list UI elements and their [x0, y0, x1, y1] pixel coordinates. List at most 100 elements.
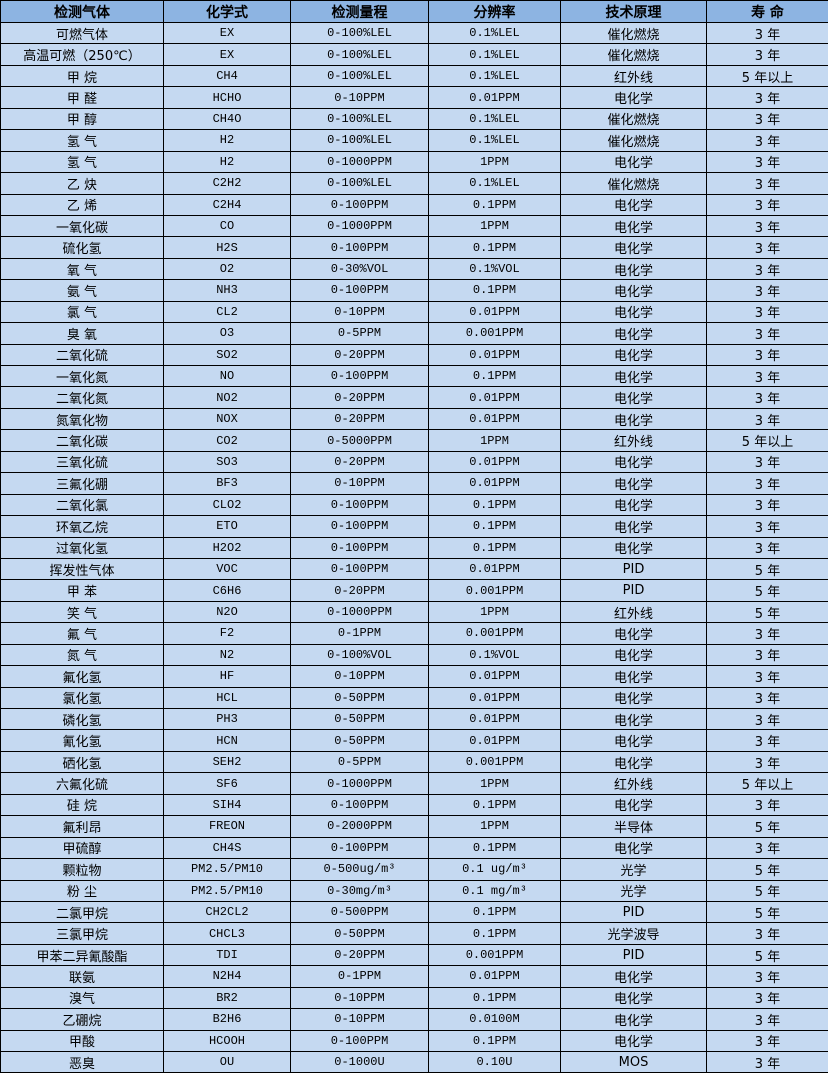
- cell-measuring-range: 0-100%LEL: [290, 43, 429, 66]
- cell-chemical-formula: NO2: [163, 386, 291, 409]
- cell-principle: 电化学: [560, 364, 707, 388]
- cell-measuring-range: 0-100%LEL: [290, 21, 429, 45]
- cell-gas-name: 过氧化氢: [0, 536, 164, 559]
- cell-gas-name: 甲硫醇: [0, 836, 164, 860]
- table-row: 氟 气 F2 0-1PPM 0.001PPM 电化学 3 年: [0, 622, 828, 645]
- cell-chemical-formula: N2H4: [163, 965, 291, 988]
- table-row: 氯 气 CL2 0-10PPM 0.01PPM 电化学 3 年: [0, 300, 828, 324]
- cell-measuring-range: 0-1000PPM: [290, 600, 429, 624]
- cell-lifespan: 3 年: [706, 1008, 828, 1031]
- cell-measuring-range: 0-100PPM: [290, 515, 429, 538]
- cell-measuring-range: 0-20PPM: [290, 343, 429, 367]
- cell-principle: 电化学: [560, 515, 707, 538]
- cell-measuring-range: 0-100PPM: [290, 1029, 429, 1053]
- cell-gas-name: 乙 烯: [0, 193, 164, 216]
- cell-principle: 光学波导: [560, 922, 707, 945]
- table-row: 联氨 N2H4 0-1PPM 0.01PPM 电化学 3 年: [0, 965, 828, 988]
- cell-resolution: 0.1%LEL: [428, 21, 561, 45]
- cell-resolution: 0.01PPM: [428, 343, 561, 367]
- cell-chemical-formula: CO: [163, 214, 291, 238]
- column-header-chemical-formula: 化学式: [163, 0, 291, 23]
- cell-gas-name: 氰化氢: [0, 729, 164, 752]
- table-row: 磷化氢 PH3 0-50PPM 0.01PPM 电化学 3 年: [0, 707, 828, 731]
- cell-measuring-range: 0-10PPM: [290, 986, 429, 1010]
- cell-chemical-formula: N2: [163, 643, 291, 667]
- cell-gas-name: 硅 烷: [0, 793, 164, 817]
- table-row: 甲 苯 C6H6 0-20PPM 0.001PPM PID 5 年: [0, 579, 828, 602]
- cell-measuring-range: 0-10PPM: [290, 665, 429, 688]
- cell-principle: 电化学: [560, 793, 707, 817]
- cell-measuring-range: 0-20PPM: [290, 407, 429, 431]
- cell-resolution: 0.1PPM: [428, 515, 561, 538]
- cell-measuring-range: 0-100PPM: [290, 793, 429, 817]
- cell-gas-name: 二氯甲烷: [0, 900, 164, 924]
- cell-measuring-range: 0-20PPM: [290, 386, 429, 409]
- table-row: 氮氧化物 NOX 0-20PPM 0.01PPM 电化学 3 年: [0, 407, 828, 431]
- cell-lifespan: 3 年: [706, 107, 828, 131]
- cell-chemical-formula: O3: [163, 322, 291, 345]
- cell-gas-name: 二氧化硫: [0, 343, 164, 367]
- cell-gas-name: 氧 气: [0, 257, 164, 281]
- cell-chemical-formula: B2H6: [163, 1008, 291, 1031]
- cell-lifespan: 3 年: [706, 43, 828, 66]
- cell-resolution: 1PPM: [428, 600, 561, 624]
- cell-lifespan: 3 年: [706, 515, 828, 538]
- cell-chemical-formula: O2: [163, 257, 291, 281]
- table-row: 二氧化硫 SO2 0-20PPM 0.01PPM 电化学 3 年: [0, 343, 828, 367]
- cell-measuring-range: 0-100PPM: [290, 193, 429, 216]
- cell-chemical-formula: CLO2: [163, 493, 291, 517]
- cell-lifespan: 5 年: [706, 879, 828, 902]
- table-row: 乙 炔 C2H2 0-100%LEL 0.1%LEL 催化燃烧 3 年: [0, 172, 828, 195]
- cell-measuring-range: 0-5PPM: [290, 750, 429, 774]
- cell-chemical-formula: C2H2: [163, 172, 291, 195]
- table-row: 甲 烷 CH4 0-100%LEL 0.1%LEL 红外线 5 年以上: [0, 64, 828, 88]
- cell-resolution: 0.1%VOL: [428, 257, 561, 281]
- cell-principle: 电化学: [560, 407, 707, 431]
- cell-resolution: 0.1PPM: [428, 1029, 561, 1053]
- cell-principle: 红外线: [560, 64, 707, 88]
- cell-lifespan: 3 年: [706, 343, 828, 367]
- cell-resolution: 0.1PPM: [428, 536, 561, 559]
- cell-principle: 电化学: [560, 450, 707, 474]
- cell-gas-name: 氮氧化物: [0, 407, 164, 431]
- cell-lifespan: 3 年: [706, 129, 828, 152]
- cell-measuring-range: 0-50PPM: [290, 707, 429, 731]
- cell-resolution: 0.1PPM: [428, 493, 561, 517]
- cell-lifespan: 3 年: [706, 300, 828, 324]
- cell-measuring-range: 0-20PPM: [290, 450, 429, 474]
- table-row: 甲 醛 HCHO 0-10PPM 0.01PPM 电化学 3 年: [0, 86, 828, 109]
- cell-resolution: 0.01PPM: [428, 729, 561, 752]
- cell-gas-name: 一氧化氮: [0, 364, 164, 388]
- cell-principle: 催化燃烧: [560, 21, 707, 45]
- cell-resolution: 0.1PPM: [428, 279, 561, 302]
- cell-gas-name: 高温可燃（250℃）: [0, 43, 164, 66]
- cell-resolution: 0.1%LEL: [428, 64, 561, 88]
- cell-chemical-formula: SEH2: [163, 750, 291, 774]
- cell-gas-name: 三氧化硫: [0, 450, 164, 474]
- cell-resolution: 0.01PPM: [428, 386, 561, 409]
- cell-lifespan: 5 年: [706, 815, 828, 838]
- cell-gas-name: 氟 气: [0, 622, 164, 645]
- cell-lifespan: 3 年: [706, 686, 828, 710]
- cell-measuring-range: 0-1PPM: [290, 965, 429, 988]
- cell-lifespan: 3 年: [706, 193, 828, 216]
- cell-principle: PID: [560, 579, 707, 602]
- cell-gas-name: 氢 气: [0, 150, 164, 174]
- cell-gas-name: 氨 气: [0, 279, 164, 302]
- cell-principle: 催化燃烧: [560, 107, 707, 131]
- cell-lifespan: 5 年: [706, 858, 828, 881]
- cell-measuring-range: 0-30%VOL: [290, 257, 429, 281]
- cell-measuring-range: 0-100%LEL: [290, 129, 429, 152]
- column-header-resolution: 分辨率: [428, 0, 561, 23]
- cell-principle: 半导体: [560, 815, 707, 838]
- cell-chemical-formula: C2H4: [163, 193, 291, 216]
- cell-principle: 光学: [560, 879, 707, 902]
- cell-measuring-range: 0-1000PPM: [290, 150, 429, 174]
- column-header-principle: 技术原理: [560, 0, 707, 23]
- cell-lifespan: 3 年: [706, 472, 828, 495]
- cell-chemical-formula: CH4O: [163, 107, 291, 131]
- cell-measuring-range: 0-100PPM: [290, 836, 429, 860]
- table-row: 笑 气 N2O 0-1000PPM 1PPM 红外线 5 年: [0, 600, 828, 624]
- cell-lifespan: 5 年以上: [706, 64, 828, 88]
- cell-resolution: 0.0100M: [428, 1008, 561, 1031]
